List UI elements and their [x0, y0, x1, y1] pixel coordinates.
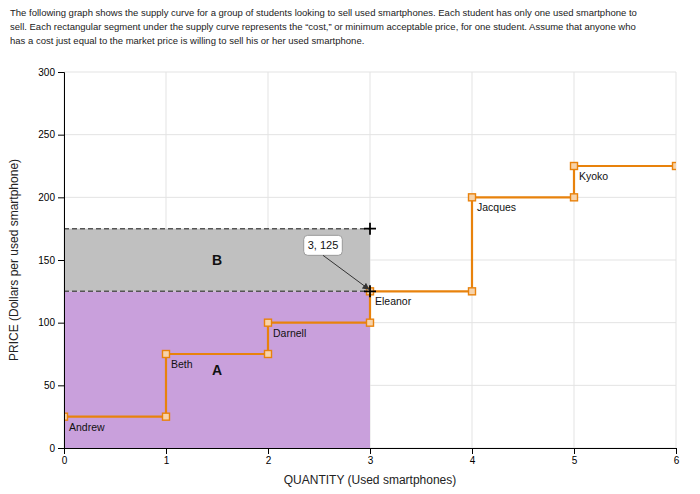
- tick: 250: [38, 129, 64, 140]
- tick-label: 4: [470, 455, 476, 466]
- marker: [673, 163, 677, 170]
- area-label: A: [212, 362, 222, 378]
- tick: 3: [368, 448, 374, 466]
- tick-mark: [58, 260, 64, 261]
- tick-label: 200: [38, 192, 55, 203]
- marker: [265, 319, 272, 326]
- tick-label: 150: [38, 255, 55, 266]
- annotation-arrow: [323, 255, 369, 289]
- tick: 1: [164, 448, 170, 466]
- y-axis-title: PRICE (Dollars per used smartphone): [7, 159, 21, 361]
- marker: [571, 194, 578, 201]
- grid: [64, 72, 676, 448]
- dashed-line: [64, 291, 370, 293]
- marker: [163, 351, 170, 358]
- tick-mark: [58, 323, 64, 324]
- tick-mark: [574, 448, 575, 454]
- tick: 2: [266, 448, 272, 466]
- axis-line: [58, 73, 65, 449]
- x-axis-title: QUANTITY (Used smartphones): [284, 473, 457, 487]
- tick-mark: [676, 448, 677, 454]
- plot: 0 1 2 3 4 5 6 0 50 100 150 200 250 300 Andrew Beth Darne…: [38, 67, 679, 466]
- dashed-line: [64, 228, 370, 230]
- axis-line: [65, 449, 677, 455]
- tick: 150: [38, 255, 64, 266]
- student-label: Eleanor: [375, 295, 412, 307]
- tick: 5: [572, 448, 578, 466]
- tick-mark: [370, 448, 371, 454]
- marker: [469, 194, 476, 201]
- student-label: Beth: [171, 358, 193, 370]
- crosshair: [364, 223, 376, 235]
- chart: The following graph shows the supply cur…: [0, 0, 700, 494]
- tick: 100: [38, 317, 64, 328]
- tick-mark: [58, 197, 64, 198]
- tick-label: 3: [368, 455, 374, 466]
- supply-line: [64, 166, 676, 417]
- student-label: Darnell: [273, 327, 306, 339]
- tick: 0: [62, 448, 68, 466]
- area: [64, 291, 370, 448]
- student-label: Jacques: [477, 201, 516, 213]
- tick-label: 5: [572, 455, 578, 466]
- labels: Andrew Beth Darnell Eleanor Jacques Kyoko A B 3,…: [69, 170, 608, 433]
- tick-mark: [166, 448, 167, 454]
- marker: [367, 319, 374, 326]
- marker: [163, 413, 170, 420]
- tick-label: 250: [38, 129, 55, 140]
- annotation-box: [304, 235, 343, 255]
- tick-mark: [58, 448, 64, 449]
- marker: [265, 351, 272, 358]
- tick-mark: [58, 135, 64, 136]
- tick: 0: [49, 443, 64, 454]
- student-label: Kyoko: [579, 170, 608, 182]
- tick: 200: [38, 192, 64, 203]
- area: [64, 229, 370, 292]
- tick-label: 2: [266, 455, 272, 466]
- grid-line: [64, 134, 676, 135]
- area-label: B: [212, 252, 222, 268]
- tick-label: 300: [38, 67, 55, 78]
- x-axis: 0 1 2 3 4 5 6: [62, 448, 680, 466]
- student-label: Andrew: [69, 421, 105, 433]
- tick: 50: [44, 380, 64, 391]
- tick-label: 0: [62, 455, 68, 466]
- tick-label: 6: [674, 455, 680, 466]
- marker: [469, 288, 476, 295]
- tick-label: 1: [164, 455, 170, 466]
- tick-mark: [472, 448, 473, 454]
- tick-label: 50: [44, 380, 56, 391]
- grid-line: [64, 197, 676, 198]
- tick: 300: [38, 67, 64, 78]
- annotation-text: 3, 125: [308, 239, 339, 251]
- tick-mark: [268, 448, 269, 454]
- marker: [571, 163, 578, 170]
- tick-label: 100: [38, 317, 55, 328]
- tick-mark: [58, 385, 64, 386]
- tick-label: 0: [49, 443, 55, 454]
- grid-line: [64, 72, 676, 73]
- y-axis: 0 50 100 150 200 250 300: [38, 67, 64, 454]
- annotation: 3, 125: [304, 235, 369, 289]
- tick-mark: [58, 72, 64, 73]
- marks: [64, 163, 676, 449]
- tick: 6: [674, 448, 680, 466]
- tick: 4: [470, 448, 476, 466]
- title: The following graph shows the supply cur…: [10, 7, 637, 46]
